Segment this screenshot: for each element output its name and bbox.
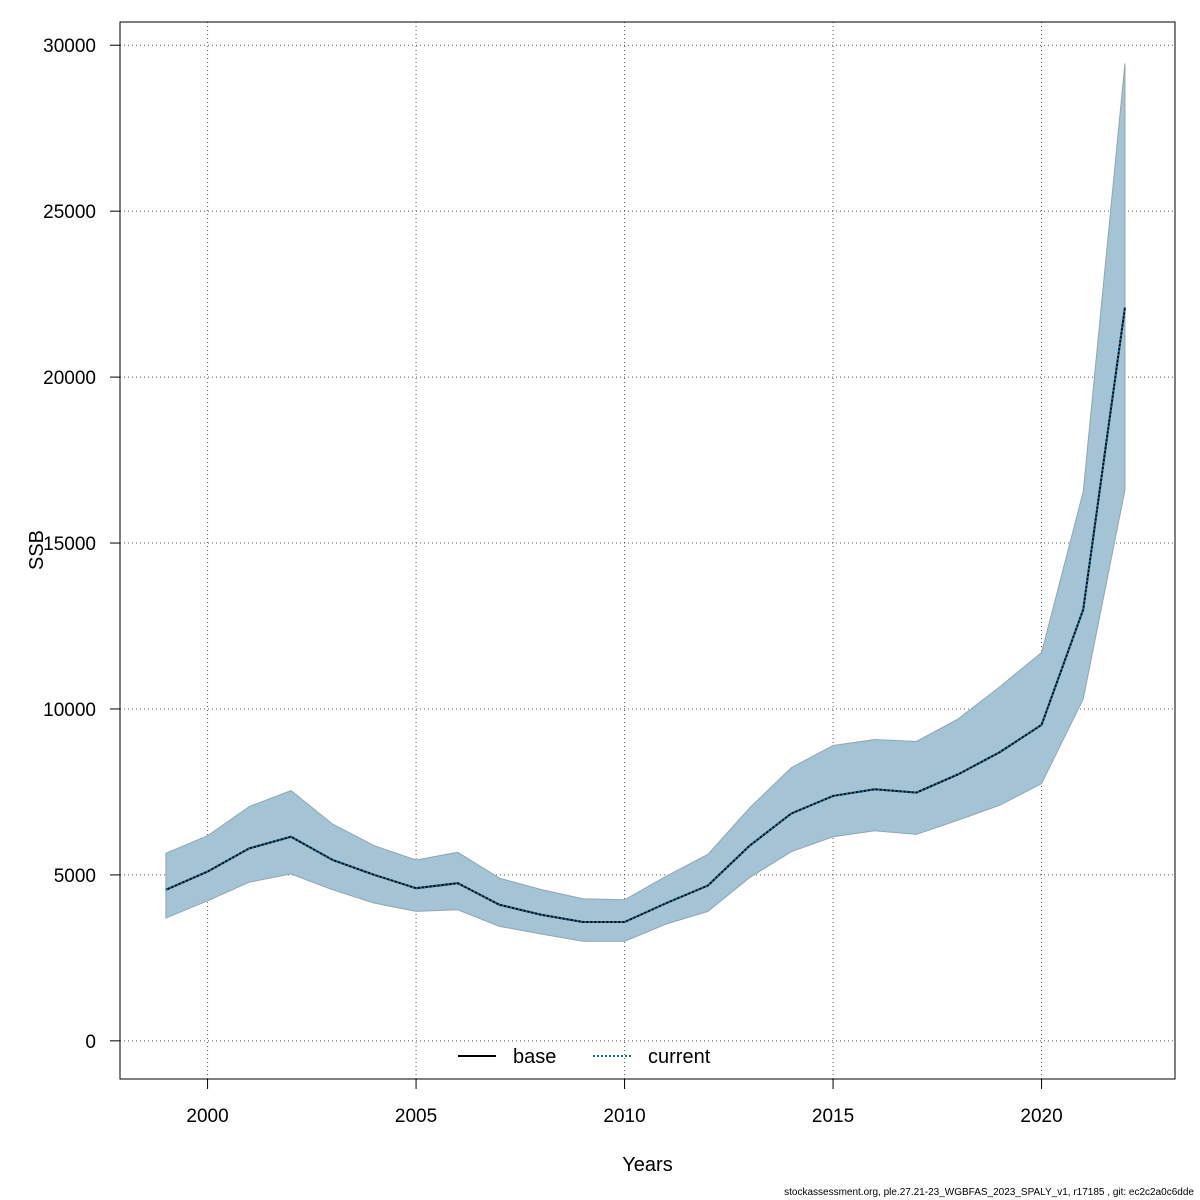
y-tick-label: 10000: [43, 700, 96, 721]
y-tick-label: 30000: [43, 36, 96, 57]
x-tick-label: 2010: [603, 1106, 645, 1127]
series-line-current: [165, 307, 1126, 924]
y-tick-label: 15000: [43, 534, 96, 555]
plot-frame: [119, 21, 1176, 1080]
series-lines: [165, 307, 1126, 924]
legend-label-current: current: [648, 1046, 711, 1068]
y-tick-label: 5000: [54, 866, 96, 887]
y-axis-title: SSB: [26, 530, 48, 570]
y-tick-label: 20000: [43, 368, 96, 389]
x-tick-label: 2005: [395, 1106, 437, 1127]
legend-label-base: base: [513, 1046, 556, 1068]
confidence-band-area: [165, 63, 1126, 942]
y-tick-label: 0: [85, 1032, 96, 1053]
x-tick-label: 2000: [186, 1106, 228, 1127]
x-axis-title: Years: [622, 1154, 672, 1176]
footer-credit: stockassessment.org, ple.27.21-23_WGBFAS…: [784, 1187, 1194, 1198]
x-tick-label: 2020: [1020, 1106, 1062, 1127]
y-tick-label: 25000: [43, 202, 96, 223]
legend: base current: [458, 1046, 711, 1068]
x-tick-label: 2015: [812, 1106, 854, 1127]
y-axis: 0 5000 10000 15000 20000 25000 30000: [43, 36, 120, 1053]
x-axis: 2000 2005 2010 2015 2020: [186, 1079, 1063, 1127]
confidence-band: [165, 63, 1126, 942]
